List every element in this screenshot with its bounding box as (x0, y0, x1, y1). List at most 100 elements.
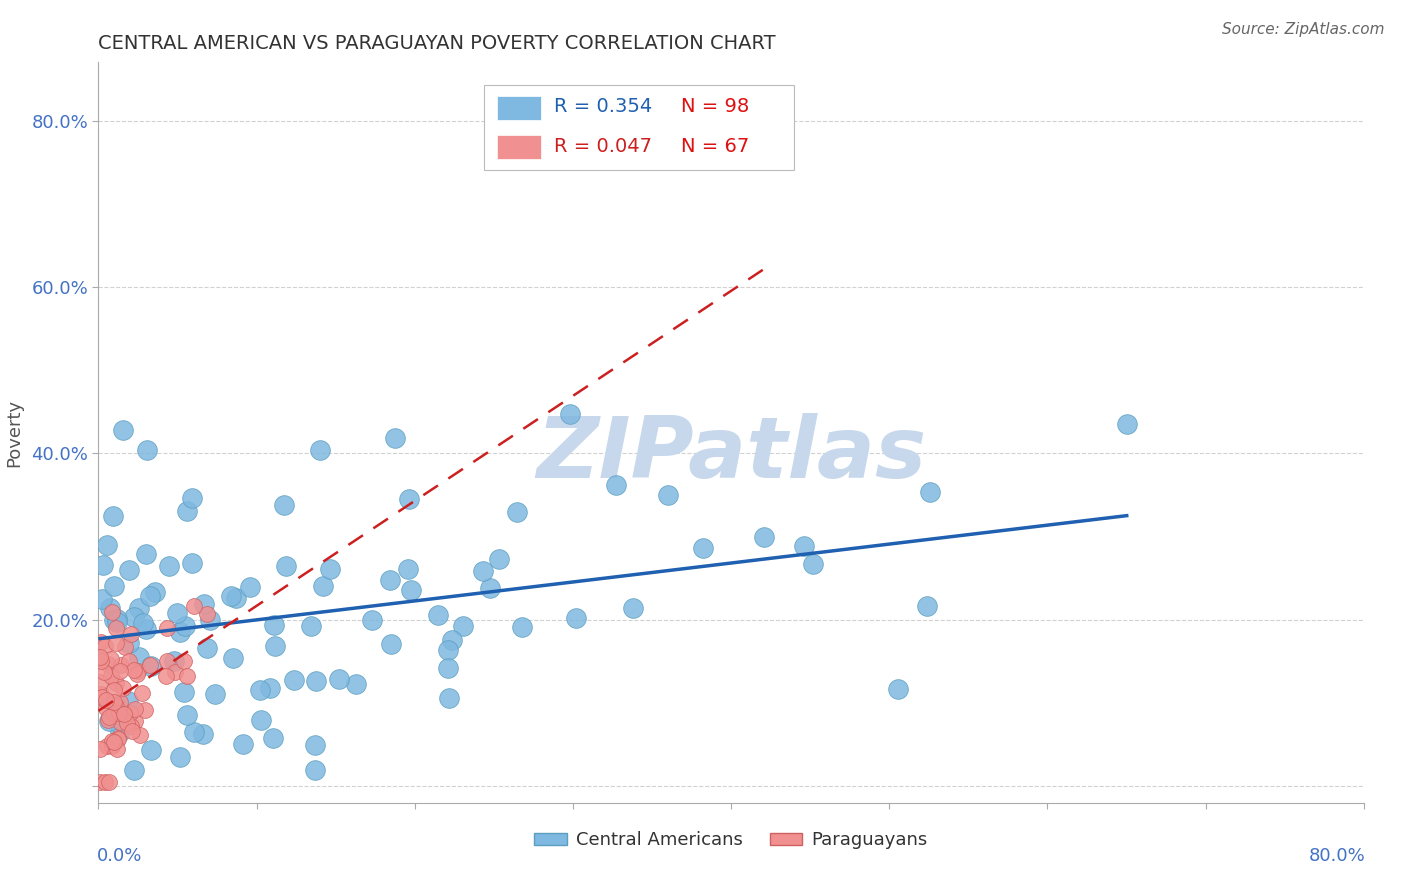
Point (560, 408, 582, 422)
Point (193, 597, 215, 611)
Point (471, 565, 494, 579)
Point (915, 599, 938, 613)
Point (692, 541, 714, 556)
Point (108, 714, 131, 729)
Point (107, 705, 129, 719)
Point (103, 695, 125, 709)
FancyBboxPatch shape (498, 135, 541, 159)
Point (259, 681, 281, 695)
Point (219, 589, 242, 603)
Point (380, 637, 402, 651)
Point (319, 562, 342, 576)
Point (176, 669, 198, 683)
Point (398, 491, 420, 506)
Point (176, 504, 198, 518)
Point (111, 423, 134, 437)
Point (801, 557, 824, 571)
Point (564, 610, 586, 624)
Point (204, 687, 226, 701)
Point (299, 619, 322, 633)
Point (173, 684, 195, 698)
Point (887, 682, 910, 697)
Point (134, 703, 156, 717)
Point (264, 639, 287, 653)
Point (283, 673, 305, 687)
Point (752, 530, 775, 544)
Point (118, 706, 141, 720)
Point (225, 591, 247, 606)
Point (100, 733, 122, 747)
Point (103, 735, 125, 749)
FancyBboxPatch shape (498, 96, 541, 120)
Point (249, 683, 271, 698)
Point (312, 579, 335, 593)
Point (135, 622, 157, 636)
Point (98, 601, 121, 615)
Point (195, 607, 218, 622)
Point (173, 654, 195, 668)
Point (396, 561, 419, 575)
Point (103, 613, 125, 627)
Point (98, 775, 121, 789)
Text: N = 67: N = 67 (681, 136, 749, 155)
Point (169, 624, 191, 639)
Point (510, 619, 533, 633)
Point (183, 725, 205, 739)
Point (124, 763, 146, 777)
Point (479, 582, 502, 596)
Point (305, 674, 328, 689)
Point (101, 508, 124, 523)
Point (120, 626, 142, 640)
Point (122, 609, 145, 624)
Point (100, 669, 122, 683)
Point (118, 654, 141, 668)
Point (105, 675, 128, 690)
Point (90, 654, 112, 668)
Point (191, 727, 214, 741)
Point (120, 719, 142, 733)
Point (101, 739, 124, 754)
Point (195, 641, 218, 656)
Point (159, 559, 181, 574)
Point (328, 672, 350, 686)
Point (304, 763, 326, 777)
Point (169, 750, 191, 764)
Point (135, 547, 157, 561)
Point (139, 657, 162, 672)
Point (262, 731, 284, 746)
Point (89, 775, 111, 789)
Point (793, 539, 815, 553)
Point (89, 742, 111, 756)
Point (156, 654, 179, 668)
Point (176, 707, 198, 722)
Point (104, 698, 127, 713)
Point (131, 686, 153, 700)
Point (361, 613, 384, 627)
Point (104, 700, 127, 714)
Point (98, 714, 121, 729)
Text: CENTRAL AMERICAN VS PARAGUAYAN POVERTY CORRELATION CHART: CENTRAL AMERICAN VS PARAGUAYAN POVERTY C… (98, 34, 776, 53)
Point (384, 431, 406, 445)
Point (117, 694, 139, 708)
Point (110, 725, 132, 739)
Text: N = 98: N = 98 (681, 97, 749, 116)
Point (103, 706, 125, 720)
Point (437, 643, 460, 657)
Point (183, 599, 205, 613)
Point (426, 607, 449, 622)
Point (110, 694, 132, 708)
Point (180, 491, 202, 505)
Point (162, 654, 184, 668)
Point (309, 442, 332, 457)
Point (221, 651, 243, 665)
Point (198, 613, 221, 627)
Point (135, 442, 157, 457)
Point (441, 633, 464, 648)
Point (124, 714, 146, 729)
Point (97, 713, 120, 727)
Point (97, 657, 120, 671)
FancyBboxPatch shape (484, 85, 794, 169)
Point (112, 707, 135, 722)
Point (89, 649, 111, 664)
Point (104, 621, 127, 635)
